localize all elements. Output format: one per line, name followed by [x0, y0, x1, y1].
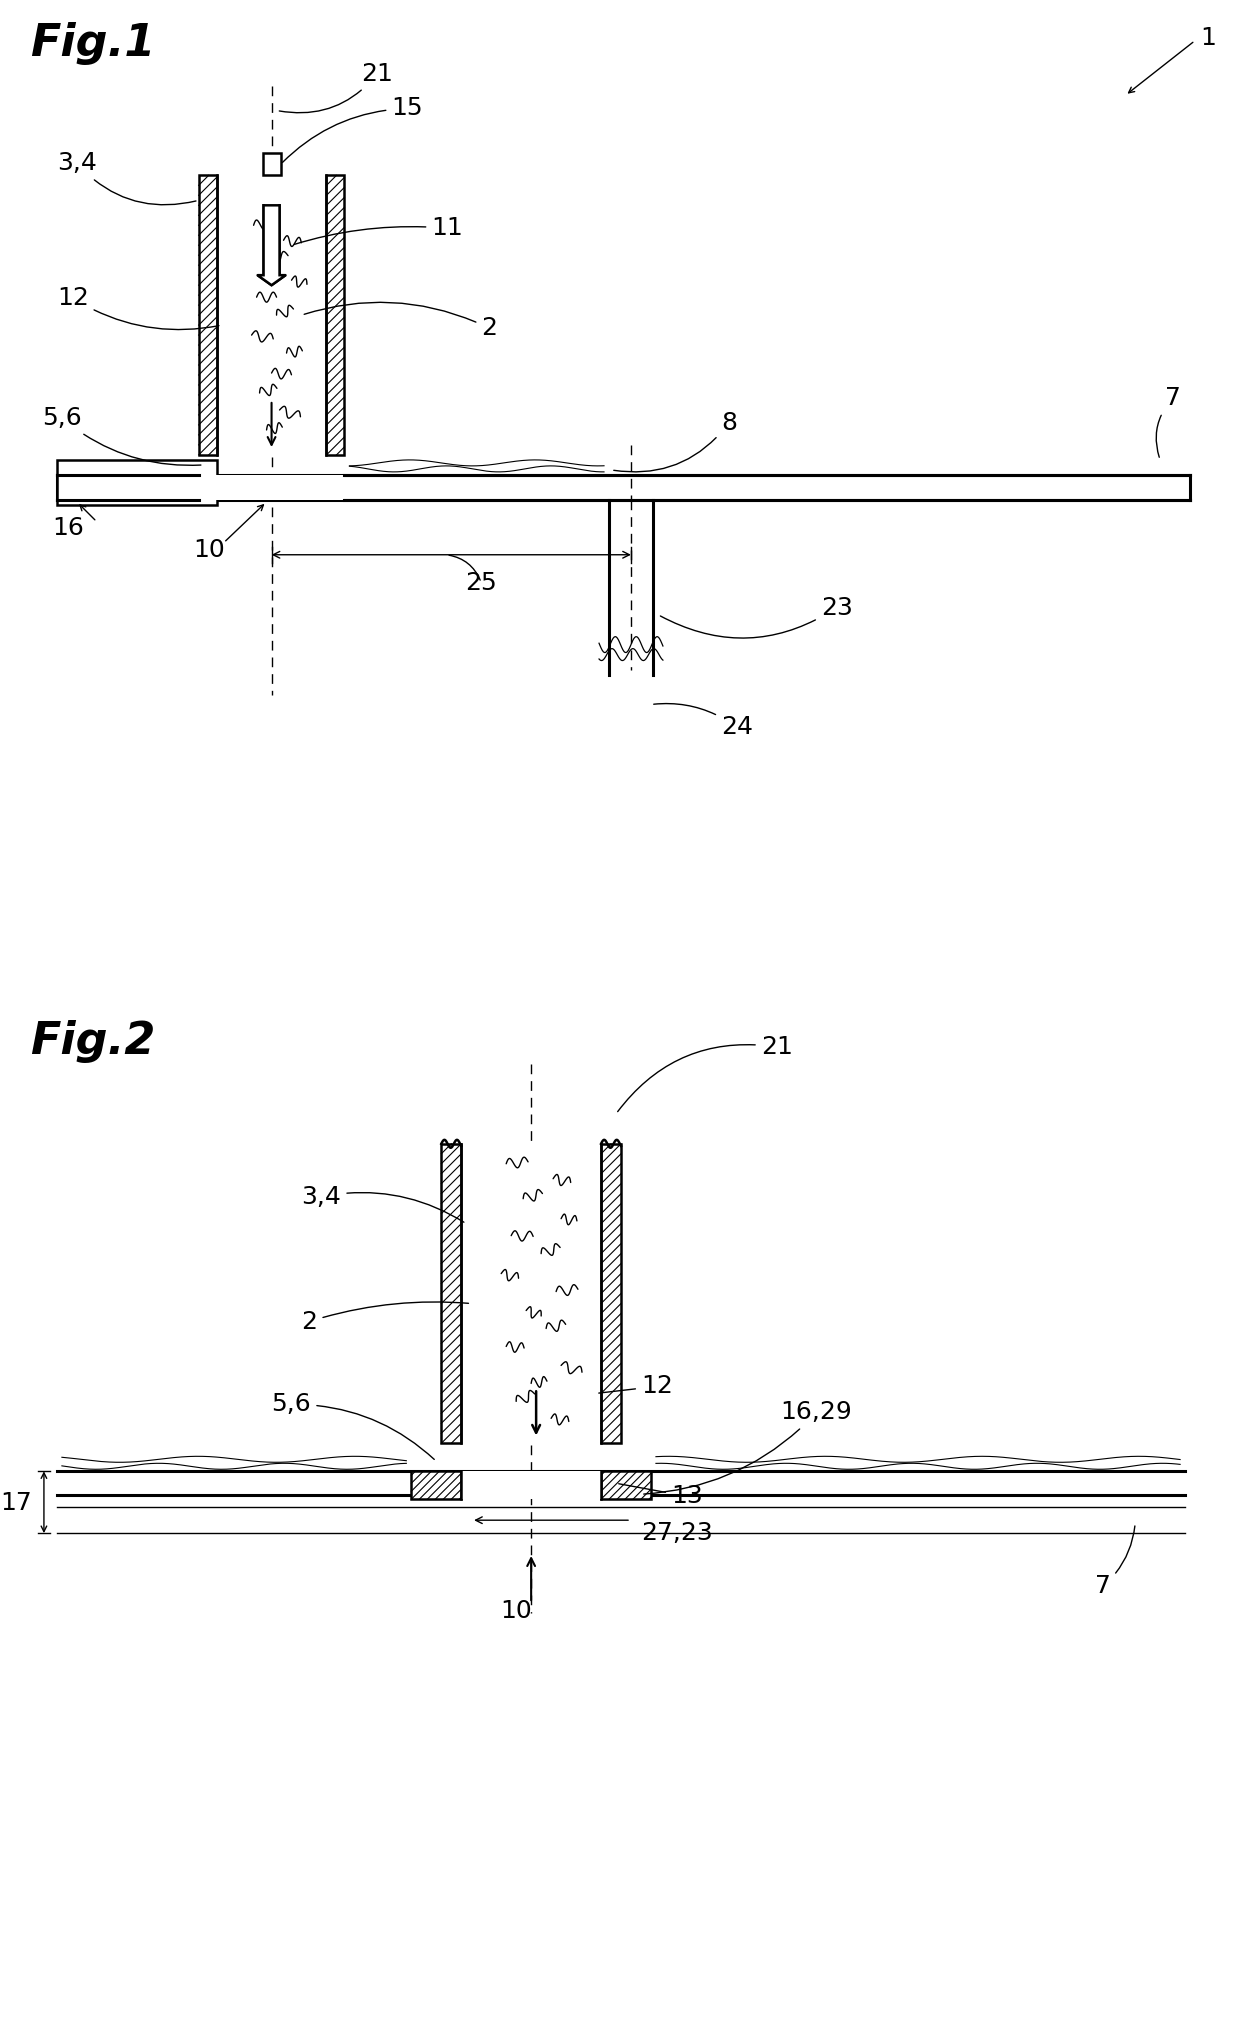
- Text: 5,6: 5,6: [42, 407, 201, 466]
- Text: 2: 2: [301, 1302, 469, 1333]
- Polygon shape: [258, 204, 285, 286]
- Text: 10: 10: [193, 538, 226, 562]
- Text: 12: 12: [57, 286, 219, 329]
- Text: 25: 25: [465, 570, 497, 595]
- Bar: [326, 176, 345, 456]
- Text: 1: 1: [1200, 27, 1216, 49]
- Bar: [412, 1472, 461, 1498]
- Text: 7: 7: [1156, 386, 1180, 458]
- Text: 21: 21: [279, 61, 393, 112]
- Text: 21: 21: [618, 1034, 792, 1112]
- Bar: [601, 1145, 621, 1443]
- Bar: [57, 460, 217, 505]
- Text: 5,6: 5,6: [272, 1392, 434, 1459]
- Text: 23: 23: [661, 595, 853, 638]
- Text: 8: 8: [614, 411, 737, 472]
- Bar: [198, 176, 217, 456]
- Bar: [198, 474, 345, 501]
- Text: 10: 10: [500, 1598, 532, 1623]
- Bar: [601, 1472, 651, 1498]
- Text: 12: 12: [599, 1374, 673, 1398]
- Text: 16: 16: [52, 515, 84, 540]
- Text: 3,4: 3,4: [57, 151, 196, 204]
- Text: Fig.2: Fig.2: [30, 1020, 155, 1063]
- Text: 13: 13: [619, 1484, 703, 1508]
- Text: 15: 15: [283, 96, 423, 161]
- Bar: [263, 153, 280, 176]
- Text: 2: 2: [304, 303, 497, 339]
- Bar: [461, 1472, 601, 1498]
- Text: 7: 7: [1095, 1527, 1135, 1598]
- Bar: [441, 1145, 461, 1443]
- Text: 3,4: 3,4: [301, 1186, 464, 1222]
- Text: 24: 24: [653, 703, 753, 740]
- Text: Fig.1: Fig.1: [30, 22, 155, 65]
- Text: 17: 17: [0, 1492, 32, 1515]
- Text: 11: 11: [294, 217, 463, 245]
- Text: 16,29: 16,29: [644, 1400, 852, 1494]
- Bar: [441, 1472, 560, 1498]
- Text: 27,23: 27,23: [641, 1521, 713, 1545]
